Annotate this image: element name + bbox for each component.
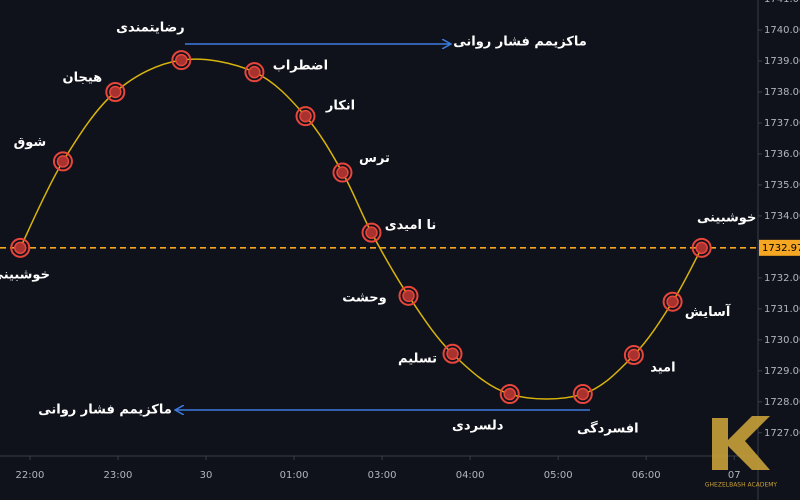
marker-ring bbox=[572, 384, 593, 405]
marker bbox=[576, 387, 590, 401]
marker-ring bbox=[662, 291, 683, 312]
marker-ring bbox=[691, 237, 712, 258]
marker bbox=[336, 166, 349, 179]
x-tick-label: 07 bbox=[728, 470, 741, 481]
marker-ring bbox=[295, 106, 316, 127]
marker-ring bbox=[442, 343, 463, 364]
watermark: GHEZELBASH ACADEMY bbox=[705, 482, 778, 489]
marker-ring bbox=[623, 345, 644, 366]
logo: GHEZELBASH ACADEMY bbox=[705, 416, 778, 489]
point-label: آسایش bbox=[685, 303, 731, 320]
y-tick-label: 1727.00 bbox=[764, 428, 800, 439]
y-tick-label: 1737.00 bbox=[764, 118, 800, 129]
marker-ring bbox=[361, 222, 382, 243]
point-label: نا امیدی bbox=[385, 218, 437, 233]
point-label: انکار bbox=[325, 99, 355, 114]
price-label: 1732.97 bbox=[762, 243, 800, 254]
x-tick-label: 03:00 bbox=[368, 470, 397, 481]
point-label: امید bbox=[650, 361, 675, 376]
y-tick-label: 1736.00 bbox=[764, 149, 800, 160]
y-tick-label: 1731.00 bbox=[764, 304, 800, 315]
marker bbox=[56, 155, 70, 168]
point-label: خوشبینی bbox=[697, 210, 756, 225]
point-label: ترس bbox=[359, 151, 390, 166]
x-tick-label: 05:00 bbox=[544, 470, 573, 481]
y-tick-label: 1738.00 bbox=[764, 87, 800, 98]
x-tick-label: 23:00 bbox=[104, 470, 133, 481]
point-label: رضایتمندی bbox=[116, 21, 185, 36]
marker bbox=[175, 53, 188, 67]
annotation-text: ماکزیمم فشار روانی bbox=[38, 403, 172, 418]
marker bbox=[13, 241, 27, 255]
marker bbox=[695, 241, 708, 255]
annotation-text: ماکزیمم فشار روانی bbox=[453, 35, 587, 50]
point-label: افسردگی bbox=[577, 421, 639, 437]
price-badge bbox=[759, 239, 800, 256]
point-label: شوق bbox=[14, 135, 47, 150]
marker bbox=[666, 295, 679, 308]
point-label: اضطراب bbox=[273, 59, 328, 74]
point-label: تسلیم bbox=[398, 351, 437, 366]
marker bbox=[299, 109, 312, 123]
marker bbox=[109, 85, 122, 99]
point-label: هیجان bbox=[62, 71, 102, 86]
y-tick-label: 1732.00 bbox=[764, 273, 800, 284]
y-tick-label: 1730.00 bbox=[764, 335, 800, 346]
marker-ring bbox=[52, 151, 73, 172]
y-tick-label: 1734.00 bbox=[764, 211, 800, 222]
point-label: دلسردی bbox=[452, 419, 504, 434]
marker-ring bbox=[332, 162, 353, 183]
marker bbox=[402, 289, 415, 303]
x-tick-label: 01:00 bbox=[280, 470, 309, 481]
y-tick-label: 1728.00 bbox=[764, 397, 800, 408]
y-tick-label: 1739.00 bbox=[764, 56, 800, 67]
marker bbox=[248, 65, 261, 79]
marker bbox=[503, 387, 516, 401]
marker-ring bbox=[10, 237, 31, 258]
y-tick-label: 1741.00 bbox=[764, 0, 800, 5]
x-tick-label: 30 bbox=[200, 470, 213, 481]
marker bbox=[446, 347, 459, 361]
marker-ring bbox=[499, 384, 520, 405]
marker-ring bbox=[171, 50, 192, 71]
x-tick-label: 22:00 bbox=[16, 470, 45, 481]
marker bbox=[365, 226, 378, 239]
point-label: خوشبینی bbox=[0, 267, 50, 282]
marker-ring bbox=[244, 62, 265, 83]
y-tick-label: 1735.00 bbox=[764, 180, 800, 191]
y-tick-label: 1740.00 bbox=[764, 25, 800, 36]
marker-ring bbox=[398, 285, 419, 306]
y-tick-label: 1729.00 bbox=[764, 366, 800, 377]
point-label: وحشت bbox=[342, 290, 386, 305]
x-tick-label: 04:00 bbox=[456, 470, 485, 481]
marker bbox=[627, 348, 641, 362]
x-tick-label: 06:00 bbox=[632, 470, 661, 481]
marker-ring bbox=[105, 82, 126, 103]
